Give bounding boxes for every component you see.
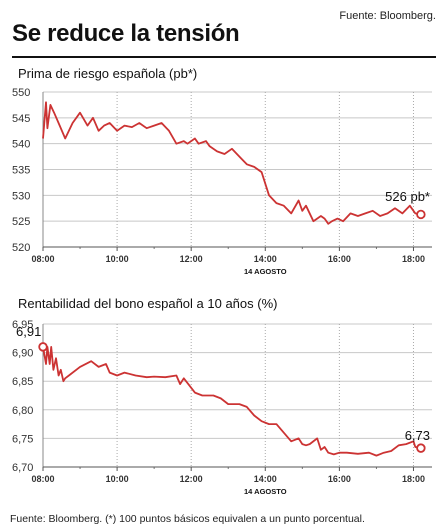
chart-1-end-point [416, 209, 426, 220]
chart-2-ytick-label-1: 6,75 [12, 433, 33, 445]
chart-2-start-value-label: 6,91 [16, 324, 41, 339]
chart-2-xtick-label-0: 08:00 [31, 474, 54, 484]
chart-2-title: Rentabilidad del bono español a 10 años … [18, 296, 278, 311]
chart-2-xtick-label-1: 10:00 [106, 474, 129, 484]
chart-2-xtick-label-3: 14:00 [254, 474, 277, 484]
chart-2-xtick-label-2: 12:00 [180, 474, 203, 484]
source-note-top: Fuente: Bloomberg. [339, 10, 436, 22]
chart-2-bond-yield: 6,70 6,75 6,80 6,85 6,90 6,95 08:00 10:00 12:00 1… [12, 319, 432, 496]
chart-1-ytick-label-4: 540 [12, 139, 30, 151]
footnote: Fuente: Bloomberg. (*) 100 puntos básico… [10, 513, 365, 525]
chart-2-ytick-label-0: 6,70 [12, 462, 33, 474]
chart-2-ytick-label-3: 6,85 [12, 376, 33, 388]
chart-1-xtick-label-0: 08:00 [31, 254, 54, 264]
chart-1-xtick-label-5: 18:00 [402, 254, 425, 264]
chart-2-xtick-label-4: 16:00 [328, 474, 351, 484]
chart-1-title: Prima de riesgo española (pb*) [18, 66, 198, 81]
chart-1-xtick-label-4: 16:00 [328, 254, 351, 264]
chart-1-xtick-label-2: 12:00 [180, 254, 203, 264]
chart-2-xtick-label-5: 18:00 [402, 474, 425, 484]
chart-1-ytick-label-3: 535 [12, 165, 30, 177]
chart-1-ytick-label-0: 520 [12, 242, 30, 254]
title-divider [12, 56, 436, 58]
chart-1-ytick-label-5: 545 [12, 113, 30, 125]
chart-2-date-label: 14 AGOSTO [244, 487, 287, 496]
chart-1-end-value-label: 526 pb* [385, 189, 430, 204]
chart-1-xtick-label-3: 14:00 [254, 254, 277, 264]
chart-2-end-value-label: 6,73 [405, 428, 430, 443]
chart-1-date-label: 14 AGOSTO [244, 267, 287, 276]
chart-2-ytick-label-2: 6,80 [12, 405, 33, 417]
chart-2-start-point [38, 342, 48, 352]
page-title: Se reduce la tensión [12, 20, 240, 47]
chart-1-ytick-label-1: 525 [12, 216, 30, 228]
chart-2-ytick-label-5: 6,95 [12, 319, 33, 331]
chart-1-xtick-label-1: 10:00 [106, 254, 129, 264]
chart-1-ytick-label-2: 530 [12, 190, 30, 202]
chart-2-series-line-0 [42, 346, 422, 457]
chart-1-ytick-label-6: 550 [12, 87, 30, 99]
chart-2-end-point [416, 443, 426, 453]
chart-1-risk-premium: 520 525 530 535 540 545 550 08:00 10:00 12:00 14:0… [12, 87, 432, 276]
chart-1-series-line-0 [42, 101, 422, 225]
chart-2-ytick-label-4: 6,90 [12, 348, 33, 360]
